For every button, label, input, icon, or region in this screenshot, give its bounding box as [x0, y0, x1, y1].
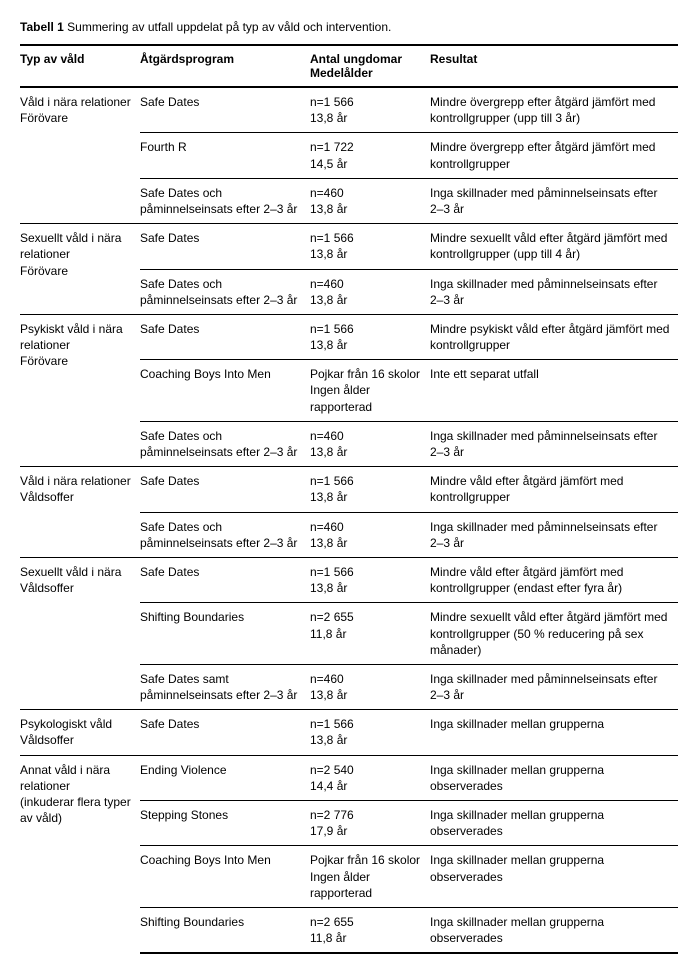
cell-type: Våld i nära relationerVåldsoffer	[20, 467, 140, 558]
cell-n-age: Pojkar från 16 skolorIngen ålder rapport…	[310, 846, 430, 908]
summary-table: Typ av våld Åtgärdsprogram Antal ungdoma…	[20, 44, 678, 954]
cell-program: Safe Dates	[140, 87, 310, 133]
cell-n-age: n=1 72214,5 år	[310, 133, 430, 178]
cell-result: Inga skillnader med påminnelseinsats eft…	[430, 512, 678, 557]
cell-n-age: n=1 56613,8 år	[310, 224, 430, 269]
table-header-row: Typ av våld Åtgärdsprogram Antal ungdoma…	[20, 45, 678, 87]
cell-program: Shifting Boundaries	[140, 907, 310, 953]
cell-program: Safe Dates	[140, 314, 310, 359]
table-row: Sexuellt våld i näraVåldsofferSafe Dates…	[20, 557, 678, 602]
cell-n-age: n=46013,8 år	[310, 512, 430, 557]
cell-n-age: n=46013,8 år	[310, 421, 430, 466]
cell-result: Mindre våld efter åtgärd jämfört med kon…	[430, 467, 678, 512]
cell-program: Stepping Stones	[140, 801, 310, 846]
cell-program: Safe Dates	[140, 710, 310, 755]
cell-program: Safe Dates	[140, 467, 310, 512]
cell-result: Inga skillnader med påminnelseinsats eft…	[430, 269, 678, 314]
cell-n-age: n=1 56613,8 år	[310, 314, 430, 359]
col-header-n-age: Antal ungdomar Medelålder	[310, 45, 430, 87]
table-row: Psykiskt våld i närarelationerFörövareSa…	[20, 314, 678, 359]
cell-n-age: n=1 56613,8 år	[310, 557, 430, 602]
cell-n-age: n=2 65511,8 år	[310, 907, 430, 953]
cell-result: Inga skillnader med påminnelseinsats eft…	[430, 178, 678, 223]
cell-result: Mindre sexuellt våld efter åtgärd jämför…	[430, 603, 678, 665]
table-caption-text: Summering av utfall uppdelat på typ av v…	[67, 20, 391, 34]
cell-program: Coaching Boys Into Men	[140, 360, 310, 422]
cell-n-age: n=46013,8 år	[310, 269, 430, 314]
cell-result: Mindre övergrepp efter åtgärd jämfört me…	[430, 87, 678, 133]
cell-program: Shifting Boundaries	[140, 603, 310, 665]
cell-result: Inga skillnader mellan grupperna observe…	[430, 907, 678, 953]
cell-program: Safe Dates och påminnelseinsats efter 2–…	[140, 512, 310, 557]
col-header-type: Typ av våld	[20, 45, 140, 87]
cell-result: Inga skillnader mellan grupperna	[430, 710, 678, 755]
table-row: Psykologiskt våldVåldsofferSafe Datesn=1…	[20, 710, 678, 755]
cell-program: Safe Dates	[140, 224, 310, 269]
cell-program: Coaching Boys Into Men	[140, 846, 310, 908]
cell-result: Mindre sexuellt våld efter åtgärd jämför…	[430, 224, 678, 269]
cell-result: Mindre våld efter åtgärd jämfört med kon…	[430, 557, 678, 602]
cell-n-age: n=46013,8 år	[310, 178, 430, 223]
table-body: Våld i nära relationerFörövareSafe Dates…	[20, 87, 678, 953]
cell-result: Inga skillnader med påminnelseinsats eft…	[430, 664, 678, 709]
cell-result: Inga skillnader med påminnelseinsats eft…	[430, 421, 678, 466]
cell-program: Safe Dates och påminnelseinsats efter 2–…	[140, 421, 310, 466]
cell-n-age: n=46013,8 år	[310, 664, 430, 709]
cell-program: Safe Dates samt påminnelseinsats efter 2…	[140, 664, 310, 709]
cell-result: Mindre psykiskt våld efter åtgärd jämför…	[430, 314, 678, 359]
cell-n-age: n=1 56613,8 år	[310, 87, 430, 133]
cell-program: Safe Dates och påminnelseinsats efter 2–…	[140, 178, 310, 223]
col-header-program: Åtgärdsprogram	[140, 45, 310, 87]
cell-n-age: n=1 56613,8 år	[310, 710, 430, 755]
cell-type: Psykologiskt våldVåldsoffer	[20, 710, 140, 755]
table-row: Annat våld i närarelationer(inkuderar fl…	[20, 755, 678, 800]
cell-n-age: n=2 65511,8 år	[310, 603, 430, 665]
cell-type: Annat våld i närarelationer(inkuderar fl…	[20, 755, 140, 953]
cell-type: Sexuellt våld i närarelationerFörövare	[20, 224, 140, 315]
table-row: Våld i nära relationerVåldsofferSafe Dat…	[20, 467, 678, 512]
table-row: Sexuellt våld i närarelationerFörövareSa…	[20, 224, 678, 269]
cell-result: Inte ett separat utfall	[430, 360, 678, 422]
cell-program: Fourth R	[140, 133, 310, 178]
cell-result: Inga skillnader mellan grupperna observe…	[430, 801, 678, 846]
table-caption: Tabell 1 Summering av utfall uppdelat på…	[20, 20, 678, 34]
cell-n-age: n=2 77617,9 år	[310, 801, 430, 846]
table-label: Tabell 1	[20, 20, 64, 34]
cell-type: Sexuellt våld i näraVåldsoffer	[20, 557, 140, 709]
cell-n-age: Pojkar från 16 skolorIngen ålder rapport…	[310, 360, 430, 422]
cell-program: Safe Dates och påminnelseinsats efter 2–…	[140, 269, 310, 314]
cell-program: Safe Dates	[140, 557, 310, 602]
cell-n-age: n=1 56613,8 år	[310, 467, 430, 512]
cell-n-age: n=2 54014,4 år	[310, 755, 430, 800]
cell-result: Mindre övergrepp efter åtgärd jämfört me…	[430, 133, 678, 178]
col-header-result: Resultat	[430, 45, 678, 87]
cell-result: Inga skillnader mellan grupperna observe…	[430, 755, 678, 800]
cell-type: Psykiskt våld i närarelationerFörövare	[20, 314, 140, 466]
cell-type: Våld i nära relationerFörövare	[20, 87, 140, 224]
cell-result: Inga skillnader mellan grupperna observe…	[430, 846, 678, 908]
table-row: Våld i nära relationerFörövareSafe Dates…	[20, 87, 678, 133]
cell-program: Ending Violence	[140, 755, 310, 800]
